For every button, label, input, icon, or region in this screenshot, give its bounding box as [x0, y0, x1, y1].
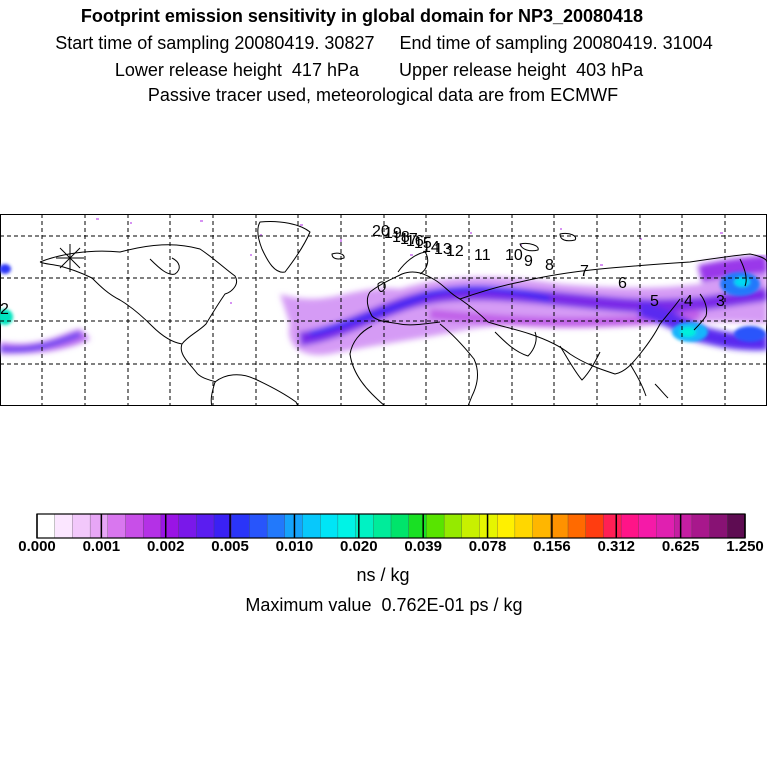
trajectory-label: 6 — [618, 275, 627, 292]
colorbar-cell — [550, 513, 569, 539]
colorbar — [36, 513, 746, 539]
colorbar-cell — [532, 513, 551, 539]
trajectory-label: 2 — [0, 301, 9, 318]
africa-coast — [349, 323, 479, 406]
colorbar-cell — [89, 513, 109, 539]
colorbar-cell — [408, 513, 427, 539]
coastlines — [39, 221, 767, 406]
europe-coast — [366, 271, 489, 326]
colorbar-tick-label: 0.002 — [146, 538, 185, 555]
colorbar-tick-label: 0.005 — [211, 538, 249, 555]
colorbar-cell — [249, 513, 268, 539]
colorbar-cell — [320, 513, 339, 539]
colorbar-cell — [231, 513, 250, 539]
south-america-coast — [210, 374, 299, 406]
colorbar-cell — [638, 513, 658, 539]
colorbar-cell — [479, 513, 498, 539]
colorbar-tick-label: 1.250 — [726, 538, 764, 555]
colorbar-tick-label: 0.312 — [597, 538, 636, 555]
trajectory-label: 10 — [505, 247, 523, 264]
colorbar-cell — [674, 513, 693, 539]
colorbar-major-ticks — [36, 514, 746, 538]
colorbar-cell — [709, 513, 728, 539]
release-marker — [56, 244, 84, 272]
colorbar-units: ns / kg — [356, 565, 410, 585]
colorbar-cell — [373, 513, 392, 539]
colorbar-cell — [125, 513, 144, 539]
release-height-line: Lower release height 417 hPa Upper relea… — [114, 60, 644, 80]
india-coast — [559, 345, 601, 381]
colorbar-cell — [567, 513, 587, 539]
graticule — [0, 214, 767, 406]
iceland — [331, 252, 345, 260]
colorbar-cell — [107, 513, 127, 539]
colorbar-cell — [337, 513, 357, 539]
japan-coast — [693, 293, 708, 331]
colorbar-tick-label: 0.010 — [275, 538, 314, 555]
trajectory-label: 20 — [372, 223, 390, 240]
trajectory-label: 12 — [446, 243, 464, 260]
trajectory-label: 19 — [384, 225, 402, 242]
colorbar-tick-label: 0.078 — [468, 538, 507, 555]
colorbar-tick-label: 0.001 — [82, 538, 121, 555]
colorbar-cell — [514, 513, 534, 539]
colorbar-cell — [620, 513, 640, 539]
british-isles — [377, 281, 386, 292]
colorbar-tick-label: 0.625 — [661, 538, 700, 555]
hudson-bay — [149, 257, 180, 275]
colorbar-cell — [603, 513, 622, 539]
colorbar-cell — [160, 513, 180, 539]
trajectory-label: 15 — [414, 235, 432, 252]
maximum-value-text: Maximum value 0.762E-01 ps / kg — [245, 595, 523, 615]
colorbar-cell — [72, 513, 91, 539]
colorbar-cell — [691, 513, 711, 539]
colorbar-cell — [497, 513, 516, 539]
colorbar-cell — [585, 513, 604, 539]
plot-title: Footprint emission sensitivity in global… — [80, 6, 644, 26]
greenland-coast — [257, 221, 311, 273]
colorbar-tick-label: 0.000 — [18, 538, 56, 555]
trajectory-label: 7 — [580, 263, 589, 280]
colorbar-cell — [426, 513, 445, 539]
colorbar-cell — [443, 513, 463, 539]
trajectory-label: 14 — [422, 239, 440, 256]
colorbar-cell — [461, 513, 481, 539]
colorbar-tick-label: 0.020 — [340, 538, 378, 555]
colorbar-cell — [178, 513, 197, 539]
sampling-time-line: Start time of sampling 20080419. 30827 E… — [55, 33, 713, 53]
colorbar-cell — [54, 513, 73, 539]
colorbar-cell — [36, 513, 56, 539]
scandinavia-coast — [397, 251, 429, 275]
trajectory-label: 4 — [684, 293, 693, 310]
trajectory-label: 9 — [524, 253, 533, 270]
colorbar-cell — [302, 513, 321, 539]
arctic-islands — [519, 233, 577, 252]
colorbar-tick-label: 0.039 — [404, 538, 442, 555]
colorbar-cell — [196, 513, 215, 539]
trajectory-label: 11 — [474, 247, 491, 264]
tracer-info-line: Passive tracer used, meteorological data… — [147, 85, 619, 105]
trajectory-label: 18 — [392, 229, 410, 246]
asia-coast — [459, 253, 767, 375]
colorbar-cell — [266, 513, 286, 539]
kamchatka-coast — [739, 258, 747, 287]
colorbar-cell — [143, 513, 162, 539]
colorbar-cell — [727, 513, 746, 539]
trajectory-label: 13 — [434, 241, 452, 258]
colorbar-cells — [36, 513, 746, 539]
arabia-coast — [494, 331, 537, 357]
north-america-coast — [39, 244, 238, 383]
trajectory-label: 16 — [406, 233, 424, 250]
colorbar-cell — [390, 513, 410, 539]
trajectory-label: 17 — [400, 231, 418, 248]
southeast-asia — [629, 363, 669, 399]
plume-speckle — [96, 218, 723, 304]
colorbar-cell — [656, 513, 675, 539]
trajectory-label: 3 — [716, 293, 725, 310]
trajectory-label: 5 — [650, 293, 659, 310]
colorbar-tick-label: 0.156 — [533, 538, 571, 555]
trajectory-label: 8 — [545, 257, 554, 274]
